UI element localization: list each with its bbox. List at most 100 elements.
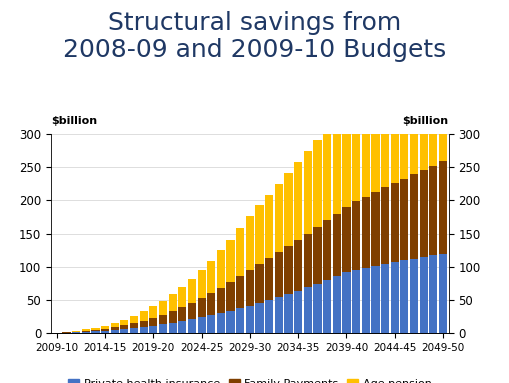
Bar (139, 311, 148, 321)
Bar (139, 327, 148, 333)
Bar (236, 276, 244, 308)
Bar (197, 317, 205, 333)
Bar (332, 116, 340, 214)
Bar (313, 227, 321, 284)
Bar (159, 314, 167, 324)
Bar (168, 322, 177, 333)
Bar (322, 221, 331, 280)
Bar (361, 197, 369, 268)
Bar (72, 332, 80, 333)
Bar (226, 311, 234, 333)
Bar (91, 328, 99, 330)
Bar (178, 307, 186, 321)
Bar (303, 287, 312, 333)
Bar (159, 301, 167, 314)
Bar (265, 195, 273, 258)
Bar (216, 250, 224, 288)
Bar (187, 279, 195, 303)
Bar (303, 151, 312, 234)
Bar (159, 324, 167, 333)
Bar (91, 331, 99, 333)
Text: $billion: $billion (51, 116, 97, 126)
Bar (332, 277, 340, 333)
Bar (130, 316, 138, 323)
Bar (419, 170, 427, 257)
Bar (342, 272, 350, 333)
Bar (178, 287, 186, 307)
Bar (245, 306, 253, 333)
Bar (294, 291, 302, 333)
Bar (332, 214, 340, 277)
Bar (236, 308, 244, 333)
Bar (400, 260, 408, 333)
Bar (322, 280, 331, 333)
Bar (81, 331, 90, 332)
Bar (303, 234, 312, 287)
Bar (265, 300, 273, 333)
Bar (101, 329, 109, 331)
Bar (197, 270, 205, 298)
Bar (101, 331, 109, 333)
Bar (429, 165, 437, 255)
Bar (245, 216, 253, 270)
Bar (371, 266, 379, 333)
Bar (342, 104, 350, 207)
Bar (207, 260, 215, 293)
Bar (81, 332, 90, 333)
Bar (120, 325, 128, 329)
Bar (72, 331, 80, 332)
Text: Structural savings from
2008-09 and 2009-10 Budgets: Structural savings from 2008-09 and 2009… (63, 11, 446, 62)
Bar (351, 93, 359, 201)
Bar (351, 270, 359, 333)
Bar (149, 326, 157, 333)
Bar (284, 294, 292, 333)
Bar (245, 270, 253, 306)
Bar (149, 318, 157, 326)
Bar (419, 257, 427, 333)
Bar (390, 52, 398, 183)
Bar (294, 240, 302, 291)
Bar (130, 328, 138, 333)
Bar (429, 10, 437, 165)
Bar (361, 268, 369, 333)
Bar (294, 162, 302, 240)
Bar (255, 303, 263, 333)
Bar (255, 205, 263, 264)
Bar (187, 303, 195, 319)
Bar (313, 284, 321, 333)
Bar (130, 323, 138, 328)
Bar (110, 330, 119, 333)
Bar (400, 42, 408, 178)
Bar (110, 323, 119, 327)
Bar (236, 228, 244, 276)
Bar (380, 188, 388, 264)
Bar (438, 0, 446, 161)
Bar (120, 329, 128, 333)
Bar (226, 240, 234, 282)
Legend: Private health insurance, Family Payments, Age pension: Private health insurance, Family Payment… (64, 375, 435, 383)
Bar (207, 293, 215, 315)
Bar (400, 178, 408, 260)
Bar (351, 201, 359, 270)
Bar (284, 246, 292, 294)
Bar (371, 73, 379, 192)
Bar (110, 327, 119, 330)
Bar (409, 31, 417, 174)
Bar (81, 329, 90, 331)
Bar (178, 321, 186, 333)
Bar (120, 319, 128, 325)
Bar (371, 192, 379, 266)
Bar (313, 140, 321, 227)
Bar (429, 255, 437, 333)
Bar (101, 326, 109, 329)
Bar (255, 264, 263, 303)
Bar (342, 207, 350, 272)
Bar (274, 184, 282, 252)
Bar (361, 83, 369, 197)
Bar (409, 259, 417, 333)
Bar (409, 174, 417, 259)
Bar (390, 183, 398, 262)
Bar (419, 21, 427, 170)
Bar (149, 306, 157, 318)
Bar (216, 313, 224, 333)
